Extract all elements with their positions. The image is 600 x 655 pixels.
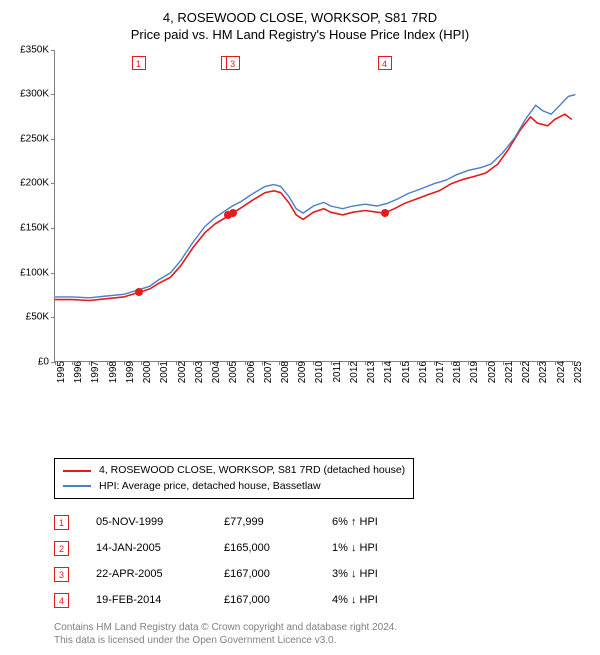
sale-dot — [229, 209, 237, 217]
sale-events-table: 1 05-NOV-1999 £77,999 6% ↑ HPI 2 14-JAN-2005 £… — [54, 509, 588, 613]
legend: 4, ROSEWOOD CLOSE, WORKSOP, S81 7RD (det… — [54, 458, 414, 500]
x-tick-label: 2007 — [259, 361, 274, 383]
legend-row: HPI: Average price, detached house, Bass… — [63, 479, 405, 495]
sale-marker: 1 — [132, 56, 146, 70]
event-number: 3 — [54, 567, 69, 582]
event-date: 05-NOV-1999 — [96, 516, 206, 528]
sale-marker: 4 — [378, 56, 392, 70]
chart: £0£50K£100K£150K£200K£250K£300K£350K1995… — [12, 50, 588, 410]
event-delta: 4% ↓ HPI — [332, 594, 412, 606]
title-line-2: Price paid vs. HM Land Registry's House … — [12, 27, 588, 44]
y-tick-label: £200K — [20, 178, 55, 189]
x-tick-label: 2020 — [483, 361, 498, 383]
event-row: 2 14-JAN-2005 £165,000 1% ↓ HPI — [54, 535, 588, 561]
x-tick-label: 2001 — [155, 361, 170, 383]
x-tick-label: 1995 — [52, 361, 67, 383]
event-number: 1 — [54, 515, 69, 530]
x-tick-label: 2017 — [431, 361, 446, 383]
x-tick-label: 2024 — [552, 361, 567, 383]
y-tick-mark — [51, 228, 55, 229]
sale-dot — [381, 209, 389, 217]
event-date: 19-FEB-2014 — [96, 594, 206, 606]
event-row: 4 19-FEB-2014 £167,000 4% ↓ HPI — [54, 587, 588, 613]
event-price: £167,000 — [224, 594, 314, 606]
legend-swatch — [63, 485, 91, 487]
y-tick-mark — [51, 317, 55, 318]
legend-label: 4, ROSEWOOD CLOSE, WORKSOP, S81 7RD (det… — [99, 463, 405, 479]
x-tick-label: 2013 — [362, 361, 377, 383]
attribution: Contains HM Land Registry data © Crown c… — [54, 621, 588, 647]
x-tick-label: 2025 — [569, 361, 584, 383]
legend-swatch — [63, 470, 91, 472]
event-delta: 1% ↓ HPI — [332, 542, 412, 554]
attribution-line-2: This data is licensed under the Open Gov… — [54, 634, 588, 647]
sale-marker: 3 — [226, 56, 240, 70]
x-tick-label: 2000 — [138, 361, 153, 383]
event-date: 22-APR-2005 — [96, 568, 206, 580]
x-tick-label: 2019 — [465, 361, 480, 383]
y-tick-mark — [51, 94, 55, 95]
x-tick-label: 2011 — [328, 361, 343, 383]
x-tick-label: 1998 — [104, 361, 119, 383]
x-tick-label: 2023 — [534, 361, 549, 383]
x-tick-label: 2005 — [224, 361, 239, 383]
x-tick-label: 2003 — [190, 361, 205, 383]
event-row: 1 05-NOV-1999 £77,999 6% ↑ HPI — [54, 509, 588, 535]
event-number: 2 — [54, 541, 69, 556]
x-tick-label: 2015 — [397, 361, 412, 383]
event-row: 3 22-APR-2005 £167,000 3% ↓ HPI — [54, 561, 588, 587]
event-number: 4 — [54, 593, 69, 608]
y-tick-label: £250K — [20, 133, 55, 144]
x-tick-label: 2018 — [448, 361, 463, 383]
x-tick-label: 2002 — [173, 361, 188, 383]
y-tick-label: £100K — [20, 267, 55, 278]
y-tick-label: £350K — [20, 44, 55, 55]
event-price: £165,000 — [224, 542, 314, 554]
series-subject — [55, 114, 572, 300]
x-tick-label: 2009 — [293, 361, 308, 383]
x-tick-label: 2012 — [345, 361, 360, 383]
event-price: £167,000 — [224, 568, 314, 580]
event-price: £77,999 — [224, 516, 314, 528]
x-tick-label: 1996 — [69, 361, 84, 383]
legend-row: 4, ROSEWOOD CLOSE, WORKSOP, S81 7RD (det… — [63, 463, 405, 479]
attribution-line-1: Contains HM Land Registry data © Crown c… — [54, 621, 588, 634]
x-tick-label: 1999 — [121, 361, 136, 383]
x-tick-label: 2006 — [242, 361, 257, 383]
sale-dot — [135, 288, 143, 296]
x-tick-label: 2022 — [517, 361, 532, 383]
event-delta: 6% ↑ HPI — [332, 516, 412, 528]
line-layer — [55, 50, 577, 362]
y-tick-mark — [51, 139, 55, 140]
x-tick-label: 2010 — [310, 361, 325, 383]
legend-label: HPI: Average price, detached house, Bass… — [99, 479, 321, 495]
x-tick-label: 2016 — [414, 361, 429, 383]
event-date: 14-JAN-2005 — [96, 542, 206, 554]
title-line-1: 4, ROSEWOOD CLOSE, WORKSOP, S81 7RD — [12, 10, 588, 27]
y-tick-label: £150K — [20, 223, 55, 234]
y-tick-mark — [51, 50, 55, 51]
series-hpi — [55, 94, 575, 297]
y-tick-mark — [51, 183, 55, 184]
x-tick-label: 2021 — [500, 361, 515, 383]
plot-area: £0£50K£100K£150K£200K£250K£300K£350K1995… — [54, 50, 576, 362]
y-tick-mark — [51, 273, 55, 274]
x-tick-label: 2014 — [379, 361, 394, 383]
figure-root: 4, ROSEWOOD CLOSE, WORKSOP, S81 7RD Pric… — [0, 0, 600, 655]
x-tick-label: 2004 — [207, 361, 222, 383]
x-tick-label: 2008 — [276, 361, 291, 383]
x-tick-label: 1997 — [86, 361, 101, 383]
y-tick-label: £300K — [20, 89, 55, 100]
event-delta: 3% ↓ HPI — [332, 568, 412, 580]
